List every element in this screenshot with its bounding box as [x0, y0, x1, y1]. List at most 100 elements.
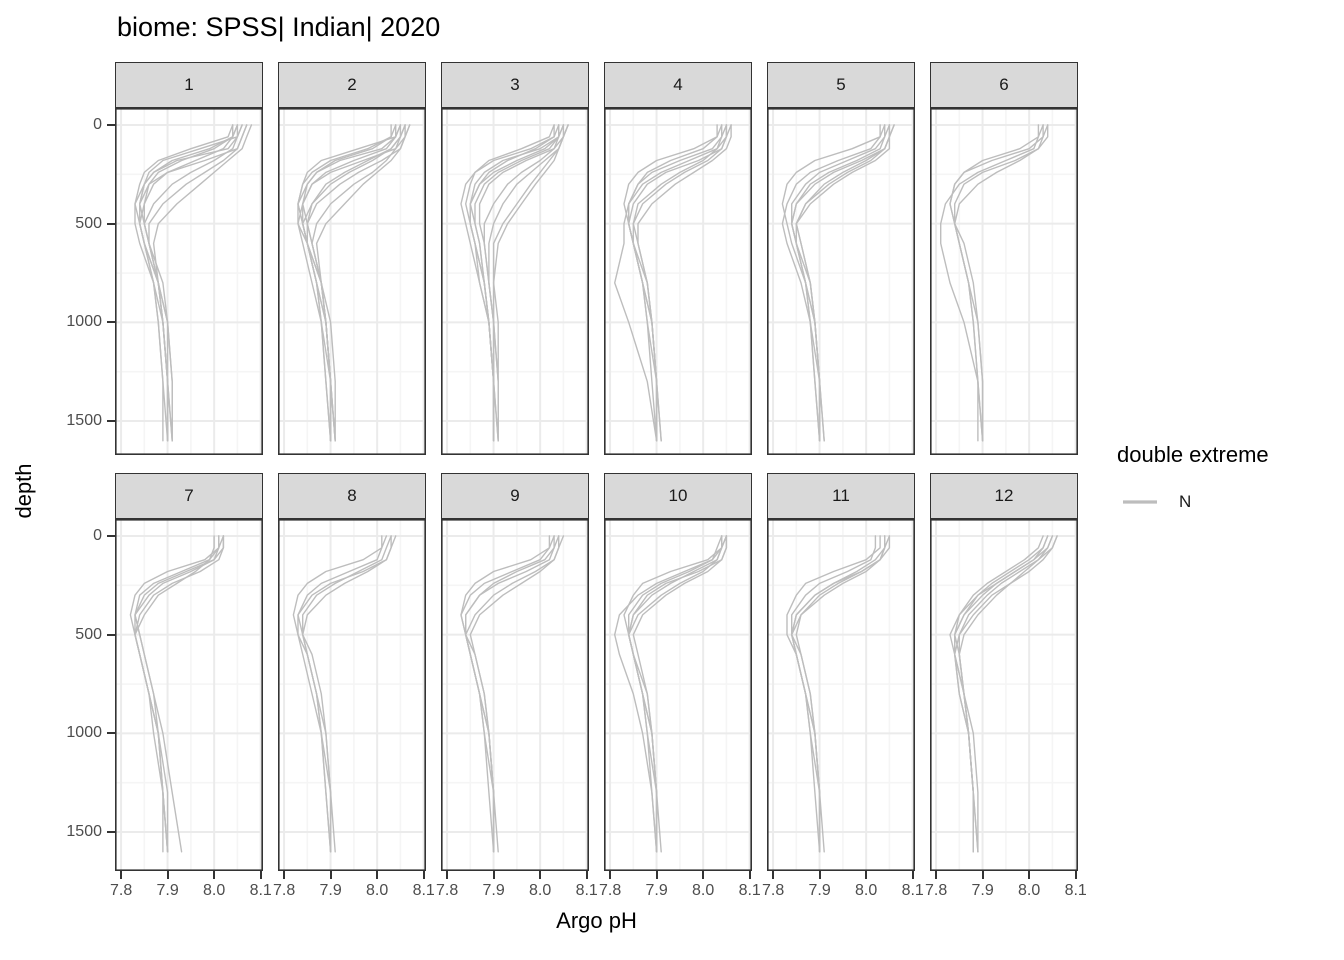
- profile-line: [134, 535, 220, 853]
- profile-line: [469, 124, 560, 442]
- x-axis-title: Argo pH: [556, 908, 637, 933]
- facet-strip-4: 4: [604, 62, 752, 108]
- facet-strip-2: 2: [278, 62, 426, 108]
- profile-line: [632, 124, 732, 442]
- x-tick-label: 8.1: [412, 882, 435, 899]
- facet-strip-3: 3: [441, 62, 589, 108]
- x-tick-mark: [911, 871, 914, 879]
- x-tick-label: 7.8: [109, 882, 133, 899]
- x-tick-label: 7.8: [924, 882, 948, 899]
- x-tick-mark: [1074, 871, 1077, 879]
- x-tick-mark: [865, 871, 868, 879]
- profile-line: [795, 535, 891, 853]
- facet-panel-7: [115, 519, 263, 871]
- x-tick-mark: [329, 871, 332, 879]
- profile-line: [306, 124, 406, 442]
- x-tick-label: 8.0: [1017, 882, 1041, 899]
- x-tick-label: 8.0: [365, 882, 389, 899]
- profile-line: [152, 124, 253, 442]
- profile-line: [954, 535, 1049, 853]
- facet-panel-5: [767, 108, 915, 455]
- facet-panel-4: [604, 108, 752, 455]
- facet-strip-10: 10: [604, 473, 752, 519]
- y-tick-mark: [107, 420, 115, 422]
- facet-strip-9: 9: [441, 473, 589, 519]
- profile-line: [465, 535, 555, 853]
- facet-panel-3: [441, 108, 589, 455]
- facet-strip-8: 8: [278, 473, 426, 519]
- x-tick-label: 8.0: [202, 882, 226, 899]
- profile-line: [949, 124, 1044, 442]
- x-tick-mark: [213, 871, 216, 879]
- facet-panel-11: [767, 519, 915, 871]
- x-tick-label: 8.1: [738, 882, 761, 899]
- x-tick-label: 8.1: [575, 882, 598, 899]
- legend-title: double extreme: [1117, 442, 1269, 467]
- x-tick-label: 8.1: [1064, 882, 1087, 899]
- y-tick-label: 500: [75, 625, 102, 643]
- x-tick-label: 8.0: [528, 882, 552, 899]
- profile-line: [795, 124, 891, 442]
- y-tick-label: 0: [93, 527, 102, 544]
- x-tick-label: 7.8: [761, 882, 785, 899]
- x-tick-mark: [655, 871, 658, 879]
- facet-strip-11: 11: [767, 473, 915, 519]
- facet-panel-8: [278, 519, 426, 871]
- x-tick-mark: [539, 871, 542, 879]
- y-tick-mark: [107, 124, 115, 126]
- legend-item-label: N: [1179, 492, 1192, 511]
- y-tick-mark: [107, 831, 115, 833]
- x-tick-label: 7.8: [435, 882, 459, 899]
- profile-line: [302, 535, 392, 853]
- profile-line: [781, 124, 881, 442]
- y-tick-label: 1000: [66, 313, 102, 331]
- facet-strip-12: 12: [930, 473, 1078, 519]
- x-tick-mark: [702, 871, 705, 879]
- x-tick-label: 8.1: [901, 882, 924, 899]
- facet-strip-1: 1: [115, 62, 263, 108]
- y-tick-label: 1000: [66, 724, 102, 742]
- facet-strip-7: 7: [115, 473, 263, 519]
- y-tick-label: 1500: [66, 412, 102, 429]
- x-tick-label: 8.0: [691, 882, 715, 899]
- x-tick-label: 7.9: [645, 882, 668, 899]
- x-tick-mark: [585, 871, 588, 879]
- x-tick-label: 7.8: [272, 882, 296, 899]
- x-tick-mark: [935, 871, 938, 879]
- profile-line: [302, 535, 397, 853]
- x-tick-mark: [818, 871, 821, 879]
- x-tick-label: 7.9: [808, 882, 831, 899]
- legend: double extreme N: [1117, 442, 1342, 512]
- x-tick-label: 7.9: [482, 882, 505, 899]
- facet-strip-6: 6: [930, 62, 1078, 108]
- y-tick-label: 1500: [66, 823, 102, 840]
- y-tick-mark: [107, 732, 115, 735]
- x-tick-mark: [609, 871, 612, 879]
- x-tick-mark: [1028, 871, 1031, 879]
- x-tick-label: 7.9: [319, 882, 342, 899]
- y-tick-label: 0: [93, 116, 102, 133]
- profile-line: [302, 124, 397, 442]
- legend-key-line-icon: [1123, 500, 1157, 504]
- facet-panel-6: [930, 108, 1078, 455]
- x-tick-mark: [446, 871, 449, 879]
- x-tick-label: 7.9: [971, 882, 994, 899]
- profile-line: [134, 535, 225, 853]
- profile-line: [632, 124, 728, 442]
- x-tick-mark: [492, 871, 495, 879]
- x-tick-mark: [376, 871, 379, 879]
- profile-line: [143, 124, 234, 442]
- x-tick-label: 7.8: [598, 882, 622, 899]
- y-tick-mark: [107, 535, 115, 537]
- profile-line: [939, 124, 1040, 442]
- x-tick-mark: [772, 871, 775, 879]
- y-axis-title: depth: [11, 463, 36, 519]
- y-tick-label: 500: [75, 214, 102, 232]
- facet-panel-10: [604, 519, 752, 871]
- x-tick-label: 8.0: [854, 882, 878, 899]
- facet-panel-1: [115, 108, 263, 455]
- x-tick-mark: [259, 871, 262, 879]
- x-tick-mark: [283, 871, 286, 879]
- y-tick-mark: [107, 633, 115, 636]
